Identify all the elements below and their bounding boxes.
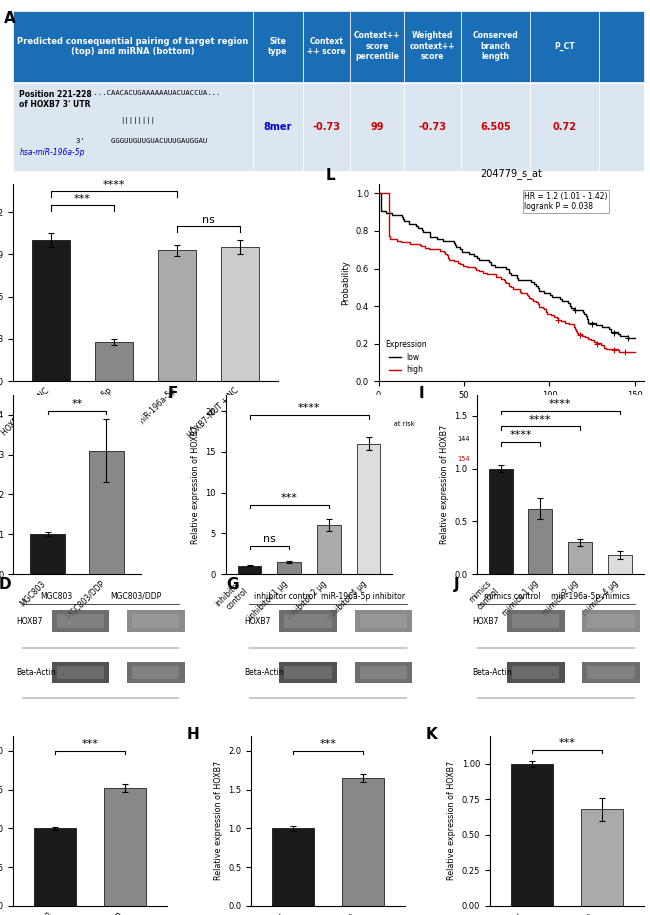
Bar — [13, 83, 253, 170]
Bar — [507, 662, 565, 683]
Bar — [272, 828, 314, 906]
Text: **: ** — [72, 399, 83, 409]
Bar — [57, 665, 104, 679]
Bar — [404, 11, 461, 81]
Text: Number at risk: Number at risk — [365, 421, 415, 426]
Bar — [608, 555, 632, 574]
Text: ***: *** — [81, 739, 98, 749]
Text: low: low — [341, 436, 353, 443]
Text: Site
type: Site type — [268, 37, 287, 56]
Text: Context++
score
percentile: Context++ score percentile — [354, 31, 400, 61]
Text: Position 221-228
of HOXB7 3' UTR: Position 221-228 of HOXB7 3' UTR — [20, 90, 92, 109]
Text: P_CT: P_CT — [554, 42, 575, 51]
Text: HOXB7: HOXB7 — [472, 617, 499, 626]
Y-axis label: Probability: Probability — [341, 260, 350, 305]
Text: Predicted consequential pairing of target region
(top) and miRNA (bottom): Predicted consequential pairing of targe… — [17, 37, 248, 56]
Text: J: J — [454, 576, 460, 592]
Text: ns: ns — [263, 533, 276, 544]
Text: G: G — [227, 576, 239, 592]
Bar — [354, 610, 412, 632]
Text: I: I — [419, 386, 424, 401]
Text: 154: 154 — [458, 457, 471, 462]
Bar — [280, 610, 337, 632]
Bar — [404, 83, 461, 170]
Text: miR-196a-5p mimics: miR-196a-5p mimics — [551, 592, 630, 600]
Text: ***: *** — [320, 739, 337, 749]
Text: 22: 22 — [545, 457, 554, 462]
Text: -0.73: -0.73 — [419, 122, 447, 132]
Text: A: A — [3, 11, 16, 26]
Text: 144: 144 — [458, 436, 471, 443]
Bar — [360, 615, 407, 628]
Bar — [31, 534, 66, 574]
Y-axis label: Relative expression of HOXB7: Relative expression of HOXB7 — [439, 425, 448, 544]
Text: 8mer: 8mer — [264, 122, 292, 132]
Bar — [360, 665, 407, 679]
Bar — [350, 83, 404, 170]
Bar — [530, 83, 599, 170]
Bar — [357, 444, 380, 574]
Bar — [343, 778, 384, 906]
Text: HR = 1.2 (1.01 - 1.42)
logrank P = 0.038: HR = 1.2 (1.01 - 1.42) logrank P = 0.038 — [525, 192, 608, 211]
Bar — [127, 610, 185, 632]
Bar — [354, 662, 412, 683]
Text: ****: **** — [103, 179, 125, 189]
Text: HOXB7: HOXB7 — [16, 617, 43, 626]
Text: H: H — [187, 727, 200, 742]
Text: 394: 394 — [372, 436, 385, 443]
Bar — [461, 11, 530, 81]
Text: Beta-Actin: Beta-Actin — [472, 668, 512, 677]
Bar — [461, 83, 530, 170]
Bar — [13, 11, 253, 81]
Text: 26: 26 — [545, 436, 554, 443]
Bar — [285, 665, 332, 679]
Text: K: K — [425, 727, 437, 742]
Bar — [95, 342, 133, 382]
Text: Context
++ score: Context ++ score — [307, 37, 346, 56]
Bar — [57, 615, 104, 628]
Legend: low, high: low, high — [382, 337, 430, 377]
Bar — [221, 247, 259, 382]
Bar — [51, 610, 109, 632]
Text: MGC803/DDP: MGC803/DDP — [110, 592, 161, 600]
Bar — [599, 83, 644, 170]
Text: F: F — [168, 386, 178, 401]
Text: MGC803: MGC803 — [41, 592, 73, 600]
Bar — [512, 615, 560, 628]
Bar — [285, 615, 332, 628]
Text: ||||||||: |||||||| — [120, 117, 155, 124]
Text: ***: *** — [74, 194, 91, 204]
Text: 0.72: 0.72 — [552, 122, 577, 132]
Text: 6.505: 6.505 — [480, 122, 511, 132]
Text: mimics control: mimics control — [484, 592, 540, 600]
Bar — [317, 525, 341, 574]
Title: 204779_s_at: 204779_s_at — [480, 167, 542, 178]
Bar — [127, 662, 185, 683]
Bar — [238, 565, 261, 574]
Bar — [51, 662, 109, 683]
Bar — [278, 562, 301, 574]
Text: miR-196a-5p inhibitor: miR-196a-5p inhibitor — [321, 592, 406, 600]
Bar — [512, 665, 560, 679]
Bar — [588, 615, 635, 628]
Text: ****: **** — [549, 399, 571, 409]
X-axis label: Time (months): Time (months) — [480, 405, 541, 414]
Bar — [580, 810, 623, 906]
Bar — [158, 250, 196, 382]
Text: Beta-Actin: Beta-Actin — [244, 668, 284, 677]
Y-axis label: Relative expression of HOXB7: Relative expression of HOXB7 — [447, 761, 456, 880]
Text: 99: 99 — [370, 122, 384, 132]
Text: ****: **** — [529, 414, 552, 425]
Text: 0: 0 — [633, 436, 637, 443]
Text: Weighted
context++
score: Weighted context++ score — [410, 31, 455, 61]
Text: D: D — [0, 576, 12, 592]
Bar — [599, 11, 644, 81]
Bar — [350, 11, 404, 81]
Text: HOXB7: HOXB7 — [244, 617, 270, 626]
Bar — [530, 11, 599, 81]
Text: high: high — [341, 457, 356, 462]
Bar — [132, 665, 179, 679]
Bar — [253, 11, 303, 81]
Text: ***: *** — [558, 738, 575, 748]
Bar — [489, 468, 513, 574]
